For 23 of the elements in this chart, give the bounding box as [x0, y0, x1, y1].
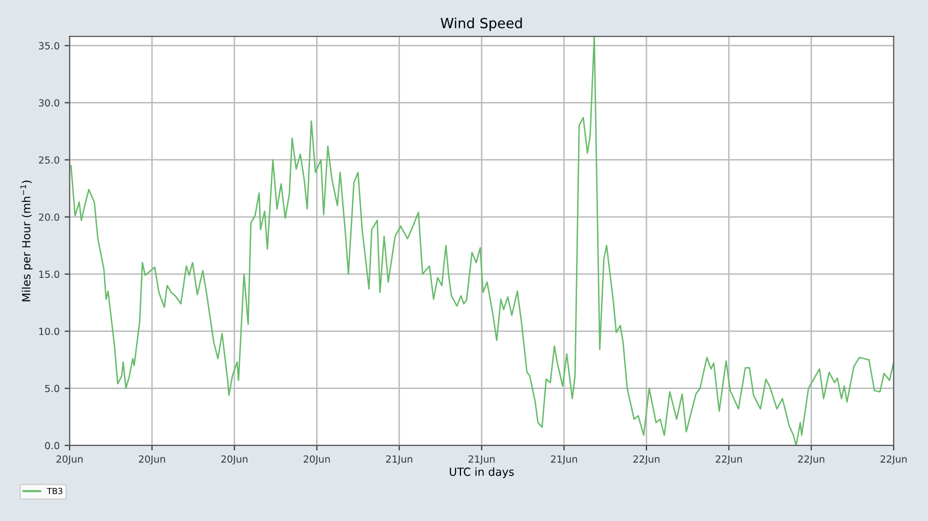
chart-title: Wind Speed	[440, 18, 522, 32]
y-tick-label: 35.0	[38, 42, 60, 50]
y-tick-label: 30.0	[38, 99, 60, 107]
x-tick-label: 21Jun	[468, 455, 495, 465]
x-tick-label: 20Jun	[221, 455, 248, 465]
x-tick-label: 20Jun	[138, 455, 165, 465]
y-tick-label: 5.0	[45, 384, 60, 392]
x-axis-title: UTC in days	[450, 467, 514, 478]
y-tick-label: 25.0	[38, 156, 60, 164]
x-tick-label: 20Jun	[304, 455, 330, 465]
x-tick-label: 21Jun	[386, 455, 412, 465]
x-tick-label: 21Jun	[550, 455, 577, 465]
x-tick-label: 22Jun	[716, 455, 742, 465]
y-tick-label: 20.0	[38, 213, 60, 221]
x-tick-label: 20Jun	[56, 455, 83, 465]
y-tick-label: 15.0	[39, 270, 60, 278]
x-tick-label: 22Jun	[798, 455, 824, 465]
x-tick-label: 22Jun	[633, 455, 660, 465]
legend-label: TB3	[46, 488, 62, 494]
x-tick-label: 22Jun	[880, 455, 907, 465]
y-tick-label: 0.0	[45, 442, 60, 450]
y-tick-label: 10.0	[39, 328, 60, 336]
y-axis-title: Miles per Hour (mh$^{−1}$)	[20, 180, 33, 302]
